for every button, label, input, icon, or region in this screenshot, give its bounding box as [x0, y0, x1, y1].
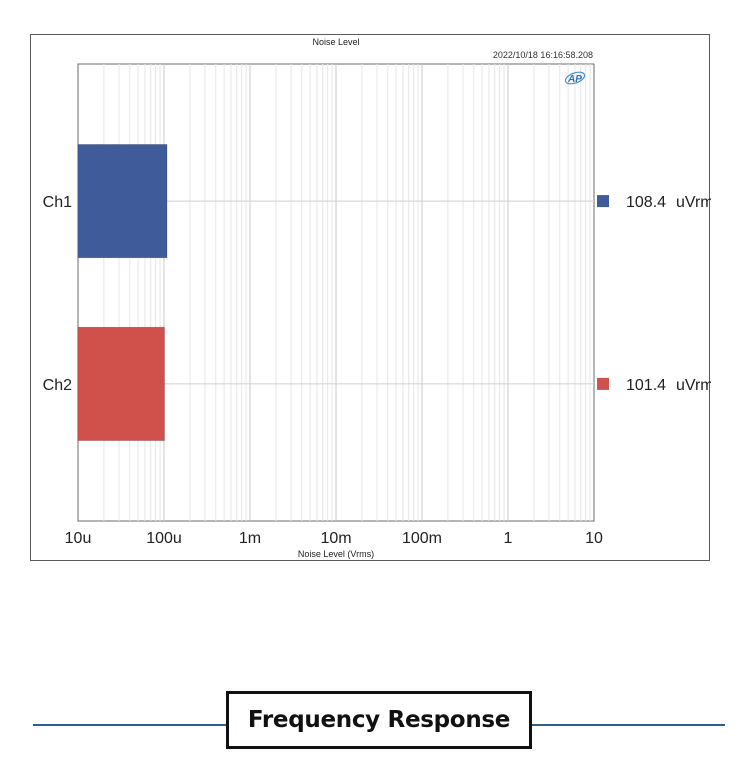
noise-level-chart: Noise Level 2022/10/18 16:16:58.208 Ch1C… [43, 37, 711, 559]
x-tick-label: 1 [504, 530, 513, 547]
bars [77, 144, 168, 441]
section-divider-right [531, 724, 725, 726]
x-axis-label: Noise Level (Vrms) [298, 549, 374, 559]
value-label: 108.4 [626, 194, 666, 211]
section-divider-left [33, 724, 227, 726]
category-label: Ch2 [43, 377, 72, 394]
value-labels: 108.4 uVrms 101.4 uVrms [597, 194, 711, 394]
x-tick-labels: 10u 100u 1m 10m 100m 1 10 [65, 530, 603, 547]
x-tick-label: 100m [402, 530, 442, 547]
ap-logo-icon: AP [564, 71, 586, 85]
value-unit-label: uVrms [676, 194, 711, 211]
chart-title: Noise Level [312, 37, 359, 47]
category-labels: Ch1 Ch2 [43, 194, 72, 394]
chart-timestamp: 2022/10/18 16:16:58.208 [493, 50, 593, 60]
section-heading: Frequency Response [247, 707, 511, 733]
bar-ch1 [77, 144, 168, 259]
x-tick-label: 100u [146, 530, 182, 547]
value-label: 101.4 [626, 377, 666, 394]
x-tick-label: 10 [585, 530, 603, 547]
section-heading-box: Frequency Response [226, 691, 532, 749]
ap-logo-text: AP [567, 74, 582, 85]
chart-frame: Noise Level 2022/10/18 16:16:58.208 Ch1 C… [30, 34, 711, 561]
legend-swatch [597, 377, 609, 390]
bar-ch2 [77, 326, 165, 441]
x-tick-label: 1m [239, 530, 261, 547]
x-tick-label: 10u [65, 530, 92, 547]
category-label: Ch1 [43, 194, 72, 211]
grid-lines [103, 64, 591, 521]
value-unit-label: uVrms [676, 377, 711, 394]
x-tick-label: 10m [320, 530, 351, 547]
legend-swatch [597, 195, 609, 208]
